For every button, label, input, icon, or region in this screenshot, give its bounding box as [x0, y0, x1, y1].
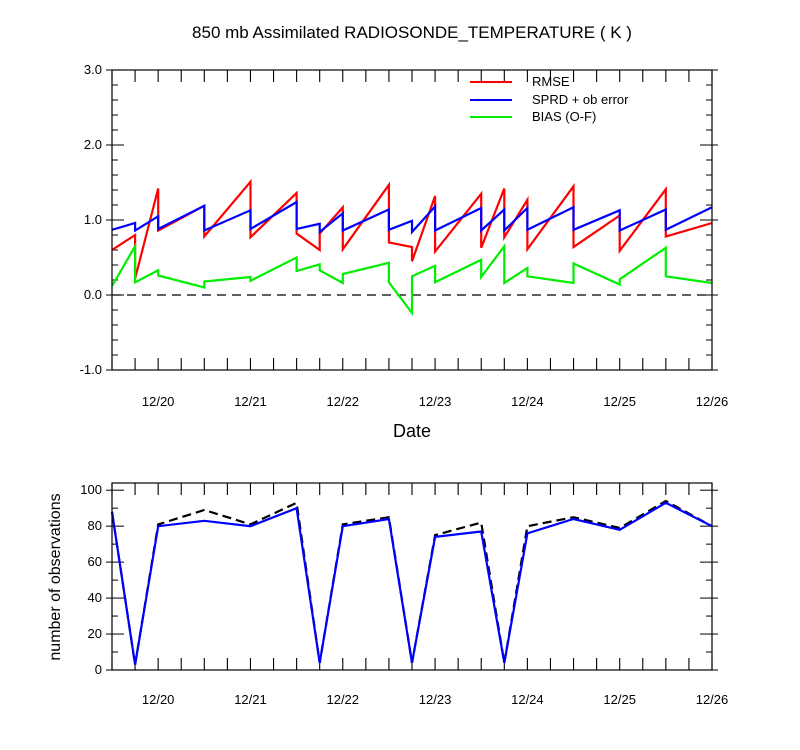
series-line-observations-possible — [110, 499, 713, 665]
x-tick-label: 12/24 — [511, 394, 544, 409]
series-line-observations-assimilated — [110, 501, 713, 665]
y-tick-label: 60 — [88, 554, 102, 569]
bottom-plot-frame — [111, 482, 713, 671]
x-tick-label: 12/20 — [142, 394, 175, 409]
y-tick-label: 2.0 — [84, 137, 102, 152]
x-tick-label: 12/23 — [419, 692, 452, 707]
y-tick-label: 0 — [95, 662, 102, 677]
x-tick-label: 12/22 — [326, 692, 359, 707]
bottom-plot-area — [106, 482, 718, 671]
chart-title: 850 mb Assimilated RADIOSONDE_TEMPERATUR… — [192, 23, 632, 42]
x-tick-label: 12/20 — [142, 692, 175, 707]
x-tick-label: 12/24 — [511, 692, 544, 707]
x-tick-label: 12/23 — [419, 394, 452, 409]
x-tick-label: 12/25 — [603, 394, 636, 409]
x-axis-label: Date — [393, 421, 431, 441]
legend-label-rmse: RMSE — [532, 74, 570, 89]
x-tick-label: 12/22 — [326, 394, 359, 409]
y-tick-label: 3.0 — [84, 62, 102, 77]
series-line-sprd-ob-error — [111, 200, 713, 235]
x-tick-label: 12/21 — [234, 692, 267, 707]
x-tick-label: 12/25 — [603, 692, 636, 707]
x-tick-label: 12/21 — [234, 394, 267, 409]
legend-label-sprd: SPRD + ob error — [532, 92, 629, 107]
top-plot-area — [106, 69, 718, 371]
series-line-bias-o-f — [111, 242, 713, 317]
bottom-y-axis-label: number of observations — [47, 493, 64, 660]
y-tick-label: -1.0 — [80, 362, 102, 377]
y-tick-label: 0.0 — [84, 287, 102, 302]
legend-label-bias: BIAS (O-F) — [532, 109, 596, 124]
x-tick-label: 12/26 — [696, 692, 729, 707]
y-tick-label: 100 — [80, 482, 102, 497]
y-tick-label: 40 — [88, 590, 102, 605]
top-plot-frame — [111, 69, 713, 371]
legend: RMSE SPRD + ob error BIAS (O-F) — [470, 74, 629, 124]
x-tick-label: 12/26 — [696, 394, 729, 409]
y-tick-label: 80 — [88, 518, 102, 533]
y-tick-label: 20 — [88, 626, 102, 641]
y-tick-label: 1.0 — [84, 212, 102, 227]
